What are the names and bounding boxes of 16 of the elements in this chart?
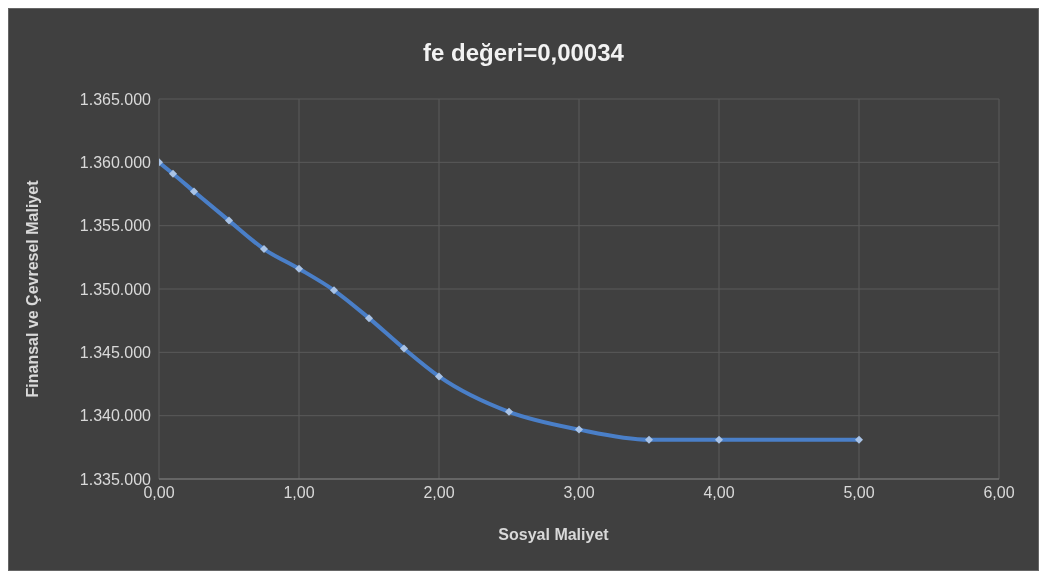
x-tick-label: 1,00 — [283, 484, 315, 502]
y-tick-label: 1.365.000 — [79, 90, 152, 108]
y-tick-label: 1.360.000 — [79, 154, 152, 172]
y-axis-title: Finansal ve Çevresel Maliyet — [23, 180, 41, 398]
x-tick-label: 2,00 — [423, 484, 455, 502]
x-tick-label: 4,00 — [703, 484, 735, 502]
y-tick-label: 1.350.000 — [79, 280, 152, 298]
y-tick-label: 1.340.000 — [79, 407, 152, 425]
x-tick-label: 6,00 — [983, 484, 1015, 502]
x-axis-title: Sosyal Maliyet — [497, 526, 610, 544]
y-tick-label: 1.355.000 — [79, 217, 152, 235]
x-tick-label: 3,00 — [563, 484, 595, 502]
chart-title: fe değeri=0,00034 — [422, 39, 625, 67]
x-tick-label: 0,00 — [143, 484, 175, 502]
x-tick-label: 5,00 — [843, 484, 875, 502]
y-tick-label: 1.345.000 — [79, 344, 152, 362]
